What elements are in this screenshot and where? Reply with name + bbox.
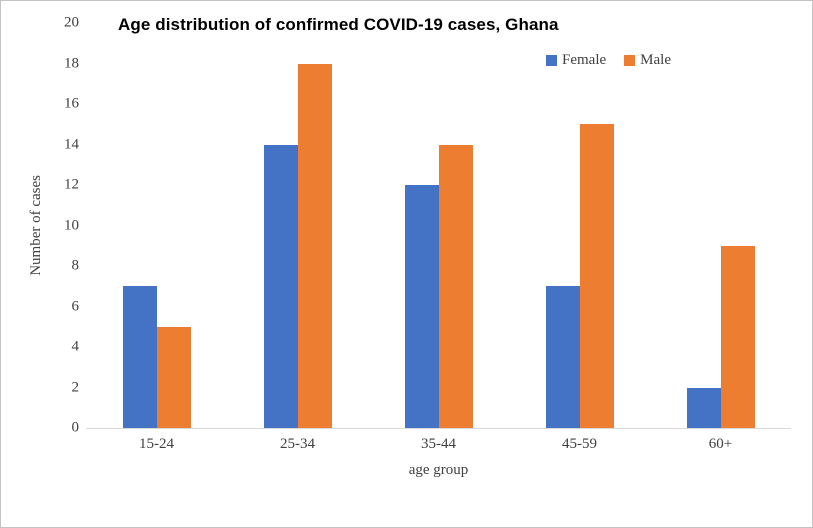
bar-male-35-44 [438, 144, 473, 428]
bar-female-45-59 [545, 286, 580, 428]
bar-group-25-34 [227, 23, 368, 428]
bar-female-25-34 [263, 144, 298, 428]
x-tick-label: 35-44 [421, 436, 456, 452]
bar-group-15-24 [86, 23, 227, 428]
x-tick-label: 15-24 [139, 436, 174, 452]
bar-group-60+ [650, 23, 791, 428]
y-tick-label: 14 [64, 136, 79, 152]
y-tick-label: 12 [64, 176, 79, 193]
bar-female-15-24 [122, 286, 157, 428]
y-tick-label: 0 [71, 419, 80, 436]
y-tick-label: 4 [71, 338, 80, 355]
y-tick-label: 6 [71, 298, 80, 314]
bar-male-15-24 [156, 326, 191, 428]
legend-label: Female [562, 52, 607, 68]
y-tick-label: 20 [64, 14, 79, 31]
y-tick-label: 18 [64, 55, 79, 71]
y-tick-label: 16 [64, 95, 79, 112]
legend-swatch-male [624, 55, 636, 66]
bar-female-60+ [686, 387, 721, 428]
x-axis-labels: 15-24 25-34 35-44 45-59 60+ [86, 436, 791, 453]
y-tick-label: 10 [64, 217, 79, 233]
y-tick-label: 2 [71, 379, 80, 395]
bar-male-25-34 [297, 63, 332, 428]
x-axis-title: age group [408, 462, 469, 478]
bar-male-45-59 [579, 124, 614, 428]
y-tick-label: 8 [71, 257, 80, 274]
x-tick-label: 60+ [708, 436, 733, 452]
legend-label: Male [640, 52, 671, 68]
bar-group-45-59 [509, 23, 650, 428]
plot-area [86, 23, 791, 429]
x-tick-label: 45-59 [562, 436, 597, 452]
x-tick-label: 25-34 [280, 436, 315, 452]
legend-item-male: Male [624, 52, 671, 69]
chart-title: Age distribution of confirmed COVID-19 c… [118, 15, 559, 34]
bar-male-60+ [720, 245, 755, 428]
bar-group-35-44 [368, 23, 509, 428]
legend: Female Male [546, 52, 671, 69]
legend-item-female: Female [546, 52, 606, 69]
y-axis-ticks: 0 2 4 6 8 10 12 14 16 18 20 [41, 15, 80, 435]
legend-swatch-female [546, 55, 557, 66]
bar-female-35-44 [404, 185, 439, 428]
